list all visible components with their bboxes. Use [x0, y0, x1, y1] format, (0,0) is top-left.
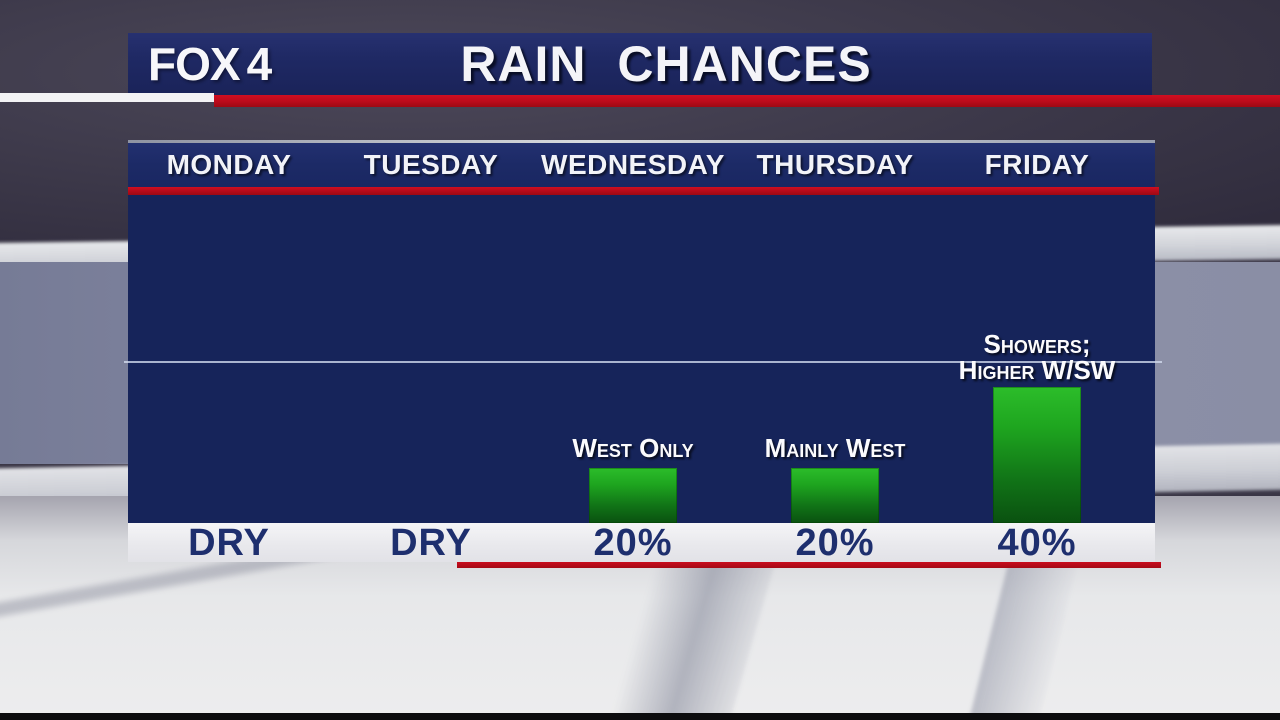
- header-white-underline: [0, 93, 214, 102]
- bar-label-friday-line2: Higher W/SW: [958, 355, 1116, 385]
- bar-label-friday: Showers; Higher W/SW: [917, 331, 1157, 383]
- rain-chances-panel: MONDAY TUESDAY WEDNESDAY THURSDAY FRIDAY…: [124, 140, 1162, 568]
- value-friday: 40%: [997, 522, 1077, 564]
- day-label-friday: FRIDAY: [984, 149, 1090, 180]
- panel-top-edge: [128, 140, 1155, 143]
- header-red-underline: [214, 95, 1280, 107]
- fox4-logo: FOX 4: [148, 38, 273, 90]
- value-thursday: 20%: [795, 522, 875, 564]
- day-label-tuesday: TUESDAY: [363, 149, 499, 180]
- day-header-row: MONDAY TUESDAY WEDNESDAY THURSDAY FRIDAY: [128, 143, 1155, 187]
- bar-thursday: [791, 468, 879, 523]
- fifty-percent-gridline: [124, 361, 1162, 363]
- day-label-wednesday: WEDNESDAY: [541, 149, 725, 180]
- value-monday: DRY: [188, 522, 270, 564]
- fox-logo-text: FOX: [148, 38, 241, 90]
- bar-label-friday-line1: Showers;: [983, 329, 1091, 359]
- day-row-red-divider: [128, 187, 1159, 195]
- value-tuesday: DRY: [390, 522, 472, 564]
- value-strip-red-underline: [457, 562, 1161, 568]
- day-label-thursday: THURSDAY: [756, 149, 914, 180]
- fox-logo-number: 4: [246, 38, 273, 90]
- page-title: RAIN CHANCES: [460, 36, 872, 92]
- value-strip: DRY DRY 20% 20% 40%: [128, 522, 1155, 564]
- bar-label-wednesday: West Only: [572, 433, 694, 463]
- bar-friday: [993, 387, 1081, 523]
- bar-wednesday: [589, 468, 677, 523]
- bar-chart-area: West Only Mainly West Showers; Higher W/…: [124, 195, 1162, 523]
- value-wednesday: 20%: [593, 522, 673, 564]
- bottom-black-bar: [0, 713, 1280, 720]
- bar-label-thursday: Mainly West: [764, 433, 906, 463]
- header-banner: FOX 4 RAIN CHANCES: [128, 33, 1152, 95]
- day-label-monday: MONDAY: [166, 149, 292, 180]
